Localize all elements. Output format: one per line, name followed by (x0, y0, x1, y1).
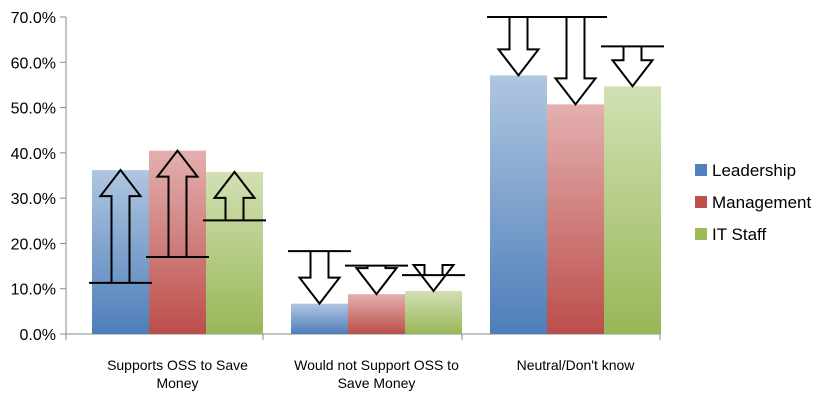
bar-leadership (490, 75, 547, 334)
bar-management (149, 150, 206, 334)
arrow-down (297, 251, 342, 306)
legend-label: Management (712, 193, 812, 212)
y-tick-label: 60.0% (11, 55, 56, 72)
legend-swatch (695, 164, 707, 176)
legend-label: Leadership (712, 161, 796, 180)
x-category-label: Supports OSS to Save (107, 357, 248, 373)
legend-swatch (695, 196, 707, 208)
arrow-up (212, 170, 257, 221)
legend-label: IT Staff (712, 225, 766, 244)
x-category-label: Money (156, 375, 198, 391)
y-tick-label: 10.0% (11, 282, 56, 299)
bar-it-staff (604, 86, 661, 334)
y-tick-label: 0.0% (20, 327, 56, 344)
bar-management (348, 294, 405, 334)
y-tick-label: 30.0% (11, 191, 56, 208)
chart-legend: Leadership Management IT Staff (695, 161, 812, 244)
bar-it-staff (206, 171, 263, 334)
legend-swatch (695, 228, 707, 240)
chart-bars (92, 75, 661, 334)
x-category-label: Save Money (338, 375, 416, 391)
chart-arrows (89, 16, 664, 306)
arrow-down (553, 17, 598, 107)
x-category-label: Would not Support OSS to (294, 357, 459, 373)
y-tick-label: 20.0% (11, 236, 56, 253)
y-tick-label: 50.0% (11, 101, 56, 118)
bar-it-staff (405, 290, 462, 334)
bar-leadership (92, 170, 149, 334)
x-category-label: Neutral/Don't know (517, 357, 636, 373)
arrow-down (411, 263, 456, 293)
bar-management (547, 104, 604, 334)
arrow-up (98, 168, 143, 283)
bar-leadership (291, 303, 348, 334)
arrow-down (610, 46, 655, 88)
arrow-down (496, 17, 541, 78)
y-tick-label: 70.0% (11, 10, 56, 27)
arrow-up (155, 148, 200, 258)
y-tick-label: 40.0% (11, 146, 56, 163)
arrow-down (354, 265, 399, 296)
